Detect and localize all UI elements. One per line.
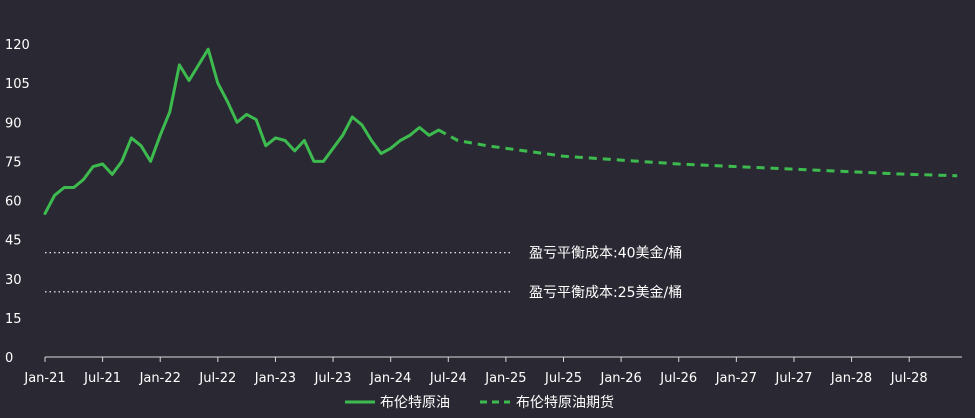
breakeven-label-1: 盈亏平衡成本:25美金/桶 [529, 285, 682, 301]
legend-label-spot: 布伦特原油 [380, 395, 450, 411]
series-line-futures [437, 128, 958, 178]
x-tick-label-8: Jan-25 [484, 371, 526, 386]
x-tick-label-12: Jan-27 [715, 371, 757, 386]
x-tick-label-6: Jan-24 [369, 371, 411, 386]
y-tick-label-3: 45 [5, 234, 22, 249]
x-tick-label-4: Jan-23 [254, 371, 296, 386]
legend-label-futures: 布伦特原油期货 [516, 394, 614, 411]
breakeven-label-0: 盈亏平衡成本:40美金/桶 [529, 246, 682, 262]
x-tick-label-3: Jul-22 [198, 371, 236, 386]
series-lines [43, 47, 958, 215]
y-tick-label-8: 120 [5, 38, 30, 53]
y-tick-label-6: 90 [5, 116, 22, 131]
x-tick-label-15: Jul-28 [890, 371, 928, 386]
y-tick-label-0: 0 [5, 351, 13, 366]
x-tick-label-13: Jul-27 [775, 371, 813, 386]
y-tick-label-7: 105 [5, 77, 30, 92]
x-tick-label-0: Jan-21 [23, 371, 65, 386]
x-tick-label-7: Jul-24 [429, 371, 467, 386]
x-tick-label-14: Jan-28 [830, 371, 872, 386]
x-axis-ticks: Jan-21 Jul-21 Jan-22 Jul-22 Jan-23 Jul-23 Jan-… [23, 357, 928, 386]
legend: 布伦特原油 布伦特原油期货 [345, 394, 614, 411]
x-tick-label-2: Jan-22 [139, 371, 181, 386]
y-tick-label-5: 75 [5, 155, 22, 170]
series-line-spot [43, 47, 441, 215]
x-tick-label-11: Jul-26 [659, 371, 697, 386]
y-tick-label-1: 15 [5, 312, 22, 327]
y-tick-label-4: 60 [5, 195, 22, 210]
x-tick-label-1: Jul-21 [83, 371, 121, 386]
x-tick-label-5: Jul-23 [314, 371, 352, 386]
y-axis-ticks: 0 15 30 45 60 75 90 105 120 [5, 38, 30, 366]
y-tick-label-2: 30 [5, 273, 22, 288]
x-tick-label-10: Jan-26 [599, 371, 641, 386]
x-tick-label-9: Jul-25 [544, 371, 582, 386]
